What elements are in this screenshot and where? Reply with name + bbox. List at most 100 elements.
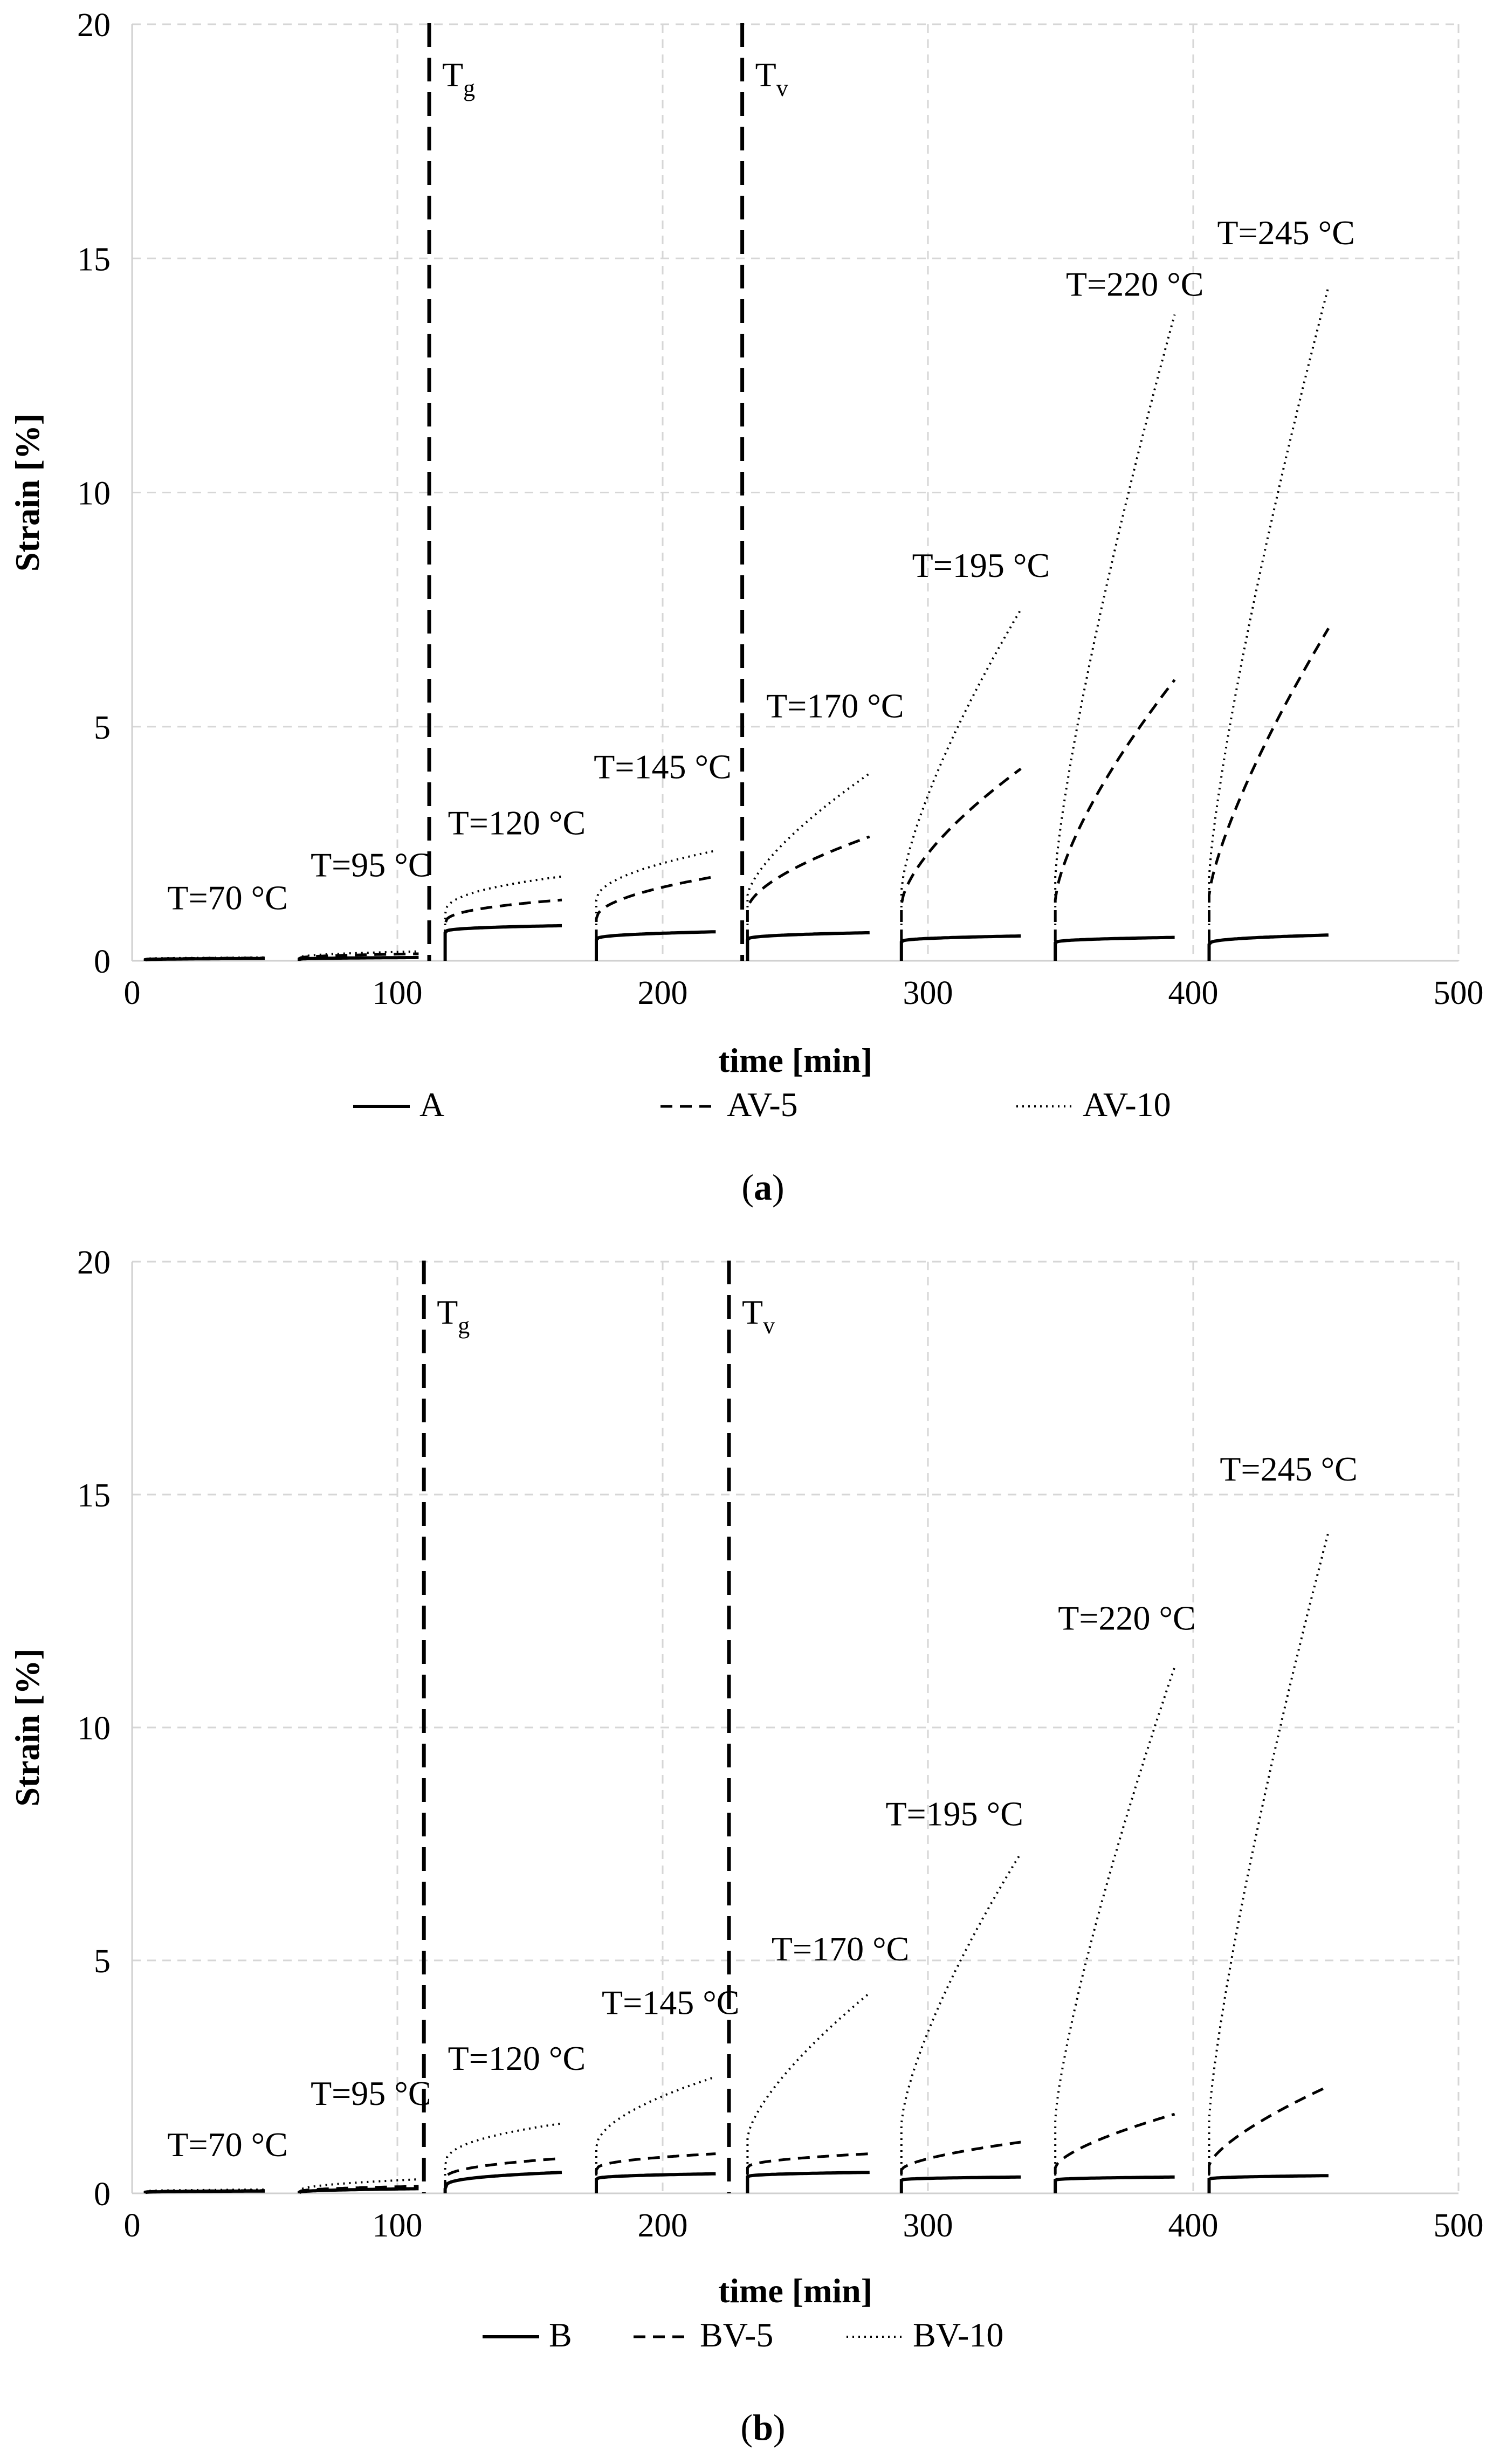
caption-letter: a [754,1167,772,1208]
legend: B BV-5 BV-10 [483,2316,1003,2354]
series-line-segment [1054,679,1176,961]
series-line-segment [595,2152,716,2193]
y-tick-label: 10 [77,476,111,512]
series-line-segment [595,875,716,961]
x-tick-label: 0 [124,2207,141,2244]
transition-label-main: T [442,56,463,94]
series-line-segment [444,2122,562,2193]
transition-label-main: T [437,1293,458,1331]
legend-label: A [419,1085,444,1124]
legend-label: BV-5 [700,2316,773,2354]
legend: A AV-5 AV-10 [353,1085,1171,1124]
transition-label: Tv [742,1293,775,1339]
panel-caption: (b) [740,2407,785,2448]
temperature-annotation: T=170 °C [766,686,904,725]
x-tick-label: 200 [638,975,688,1011]
temperature-annotation: T=95 °C [311,2074,431,2112]
series-line-segment [746,2171,870,2193]
temperature-annotation: T=95 °C [311,846,431,884]
x-axis-title: time [min] [718,2272,872,2310]
temperature-annotation: T=145 °C [594,747,731,786]
y-tick-label: 10 [77,1710,111,1747]
series-line-segment [746,835,870,961]
temperature-annotation: T=170 °C [772,1930,909,1968]
panel-b: 0 100 200 300 400 500 0 5 10 15 20 time [min] Strain… [8,1244,1484,2448]
caption-letter: b [753,2407,773,2448]
x-tick-label: 500 [1434,2207,1484,2244]
transition-label-subscript: v [776,75,788,101]
series-line-segment [298,952,419,961]
series-line-segment [595,2076,717,2193]
series-line-segment [1208,628,1330,961]
caption-close-paren: ) [772,1167,785,1208]
series-line-segment [899,2175,1021,2193]
transition-label-subscript: v [763,1312,775,1339]
transition-label: Tv [755,56,788,101]
y-axis-title: Strain [%] [8,1648,46,1806]
caption-open-paren: ( [741,1167,754,1208]
x-tick-label: 300 [903,2207,953,2244]
series-bv-10 [144,1531,1330,2193]
x-tick-label: 300 [903,975,953,1011]
caption-open-paren: ( [740,2407,753,2448]
x-tick-label: 100 [373,975,423,1011]
series-line-segment [1054,935,1175,961]
series-line-segment [144,956,265,961]
legend-label: AV-10 [1083,1085,1171,1124]
series-line-segment [900,2140,1021,2193]
series-av-10 [144,286,1330,961]
x-tick-label: 200 [638,2207,688,2244]
temperature-annotation: T=120 °C [448,804,586,842]
temperature-annotation: T=70 °C [167,878,287,917]
y-tick-label: 0 [94,2176,111,2213]
legend-label: AV-5 [727,1085,798,1124]
temperature-annotation: T=245 °C [1220,1450,1357,1488]
x-tick-label: 500 [1434,975,1484,1011]
x-tick-label: 400 [1168,975,1219,1011]
temperature-annotation: T=120 °C [448,2039,586,2077]
series-line-segment [1054,2175,1175,2193]
series-line-segment [900,609,1022,961]
series-av-5 [144,628,1330,961]
series-line-segment [746,931,870,961]
series-line-segment [1207,2174,1329,2193]
y-axis-title: Strain [%] [8,414,46,572]
transition-label-main: T [742,1293,763,1331]
temperature-annotation: T=70 °C [167,2125,287,2164]
series-line-segment [899,934,1021,961]
transition-label-subscript: g [458,1312,470,1339]
series-line-segment [1054,2112,1175,2193]
transition-label-subscript: g [463,75,475,101]
y-tick-label: 0 [94,944,111,980]
y-tick-label: 20 [77,1244,111,1281]
series-line-segment [1207,933,1329,961]
series-line-segment [746,2152,870,2193]
x-axis-title: time [min] [718,1041,872,1079]
caption-close-paren: ) [773,2407,786,2448]
series-line-segment [443,924,562,961]
legend-label: B [549,2316,572,2354]
series-line-segment [595,930,716,961]
transition-label: Tg [437,1293,470,1339]
y-tick-label: 5 [94,1943,111,1980]
series-line-segment [746,772,870,961]
series-line-segment [144,2188,265,2193]
transition-label-main: T [755,56,776,94]
y-tick-label: 15 [77,1477,111,1514]
y-tick-label: 15 [77,241,111,278]
x-tick-label: 400 [1168,2207,1219,2244]
x-tick-label: 100 [373,2207,423,2244]
y-tick-label: 5 [94,710,111,746]
temperature-annotation: T=195 °C [885,1794,1023,1833]
transition-label: Tg [442,56,475,101]
temperature-annotation: T=195 °C [912,546,1050,584]
series-line-segment [444,898,562,961]
series-line-segment [444,875,562,961]
x-tick-label: 0 [124,975,141,1011]
series-line-segment [746,1992,871,2193]
temperature-annotation: T=245 °C [1217,214,1354,252]
series-line-segment [595,849,716,961]
panel-a: 0 100 200 300 400 500 0 5 10 15 20 time [min] Strain… [8,7,1484,1208]
